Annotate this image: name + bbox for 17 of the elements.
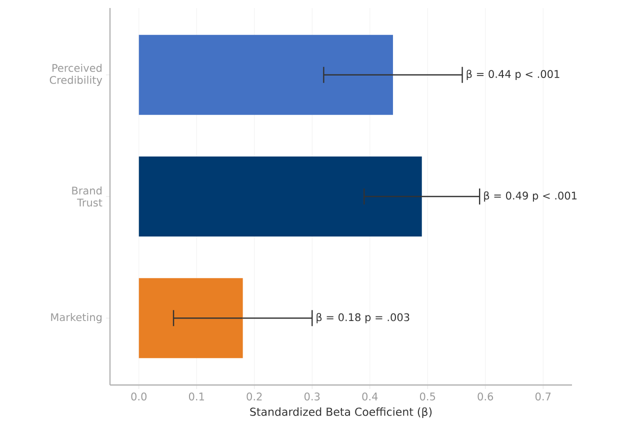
bar [138, 34, 393, 115]
y-tick-label: Perceived Credibility [50, 64, 102, 86]
y-tick-label: Marketing [51, 313, 102, 324]
y-tick-label: Brand Trust [72, 186, 102, 207]
bar [138, 156, 422, 236]
x-tick-label: 0.0 [131, 392, 147, 400]
annotation: β = 0.49 p < .001 [484, 191, 577, 202]
x-axis-title: Standardized Beta Coefficient (β) [250, 407, 432, 418]
annotation: β = 0.44 p < .001 [466, 70, 560, 80]
x-tick-label: 0.5 [420, 392, 436, 400]
x-tick-label: 0.3 [304, 392, 320, 400]
x-tick-label: 0.4 [362, 392, 378, 400]
x-tick-label: 0.2 [246, 392, 262, 400]
x-tick-label: 0.7 [535, 392, 551, 400]
x-tick-label: 0.1 [188, 392, 204, 400]
x-tick-label: 0.6 [478, 392, 494, 400]
annotation: β = 0.18 p = .003 [316, 313, 410, 324]
